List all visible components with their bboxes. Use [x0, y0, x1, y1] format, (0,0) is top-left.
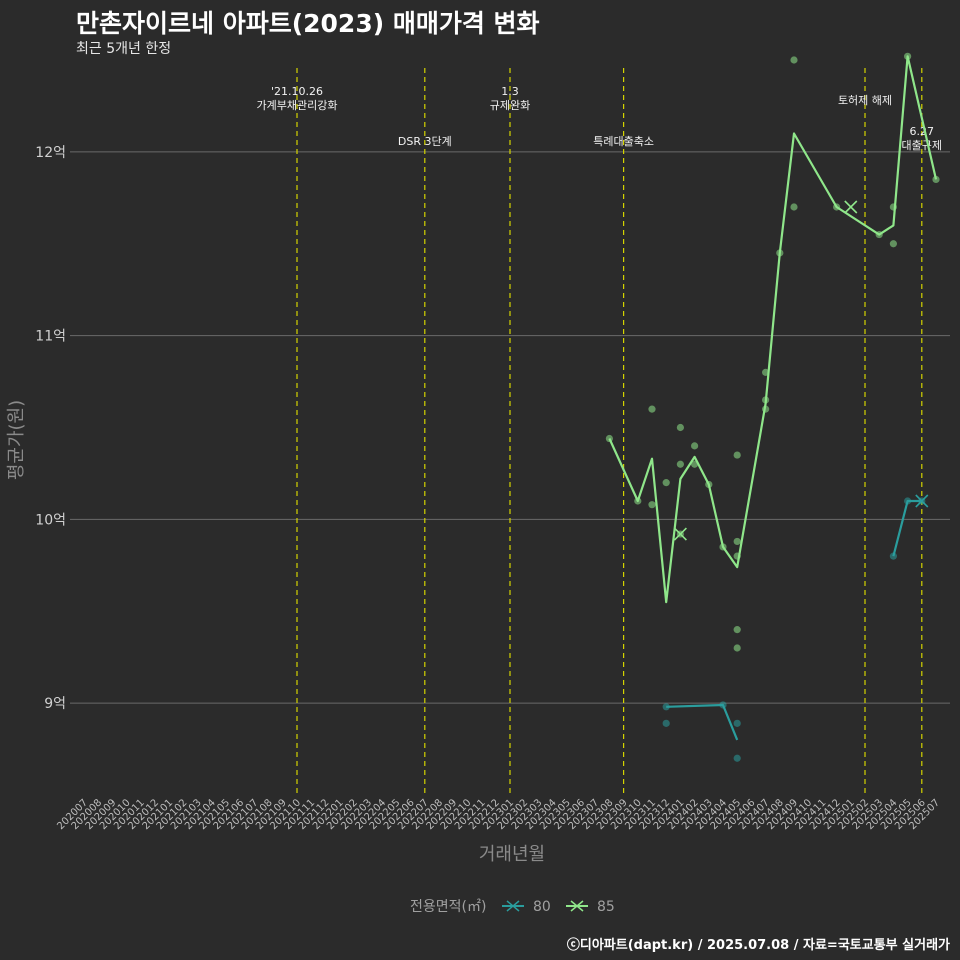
legend-item-85: 85 [566, 899, 615, 915]
data-point [648, 501, 656, 509]
legend-cross-80 [506, 900, 520, 912]
data-point [889, 240, 898, 248]
data-point [733, 644, 741, 652]
source-caption: ⓒ디아파트(dapt.kr) / 2025.07.08 / 자료=국토교통부 실… [566, 938, 950, 953]
y-tick-label: 10억 [35, 512, 66, 528]
data-point [676, 423, 685, 432]
data-point [889, 552, 898, 560]
data-point [691, 442, 699, 450]
event-label: 토허제 해제 [838, 93, 892, 107]
cross-marker [844, 200, 858, 214]
data-point [932, 175, 940, 184]
data-point [676, 460, 685, 468]
event-label: DSR 3단계 [398, 135, 452, 148]
data-point [790, 56, 798, 64]
event-label: 6.27 [910, 125, 935, 138]
data-point [733, 719, 741, 727]
legend-title: 전용면적(㎡) [410, 899, 486, 915]
event-label: 1.3 [501, 85, 519, 98]
data-point [733, 754, 741, 762]
event-label: 규제완화 [490, 99, 530, 112]
x-axis-title: 거래년월 [479, 844, 545, 865]
y-tick-label: 12억 [35, 145, 66, 161]
data-point [662, 719, 670, 727]
series-line [666, 703, 739, 741]
data-point [733, 626, 741, 634]
legend-item-80: 80 [502, 899, 551, 915]
y-axis-ticks: 9억 10억 11억 12억 [35, 145, 66, 712]
event-label: 특례대출축소 [593, 135, 654, 148]
data-point [790, 203, 798, 211]
cross-marker [915, 494, 929, 508]
y-tick-label: 11억 [35, 329, 66, 345]
legend-label-80: 80 [533, 899, 551, 915]
series-line [892, 499, 922, 557]
data-point [733, 537, 741, 546]
event-label: '21.10.26 [271, 85, 323, 98]
legend-label-85: 85 [597, 899, 615, 915]
series-80 [662, 494, 929, 762]
cross-marker [673, 527, 687, 541]
legend: 전용면적(㎡) 80 85 [410, 899, 615, 915]
data-point [733, 451, 741, 459]
y-tick-label: 9억 [44, 696, 66, 712]
data-point [648, 405, 656, 413]
y-axis-title: 평균가(원) [6, 400, 27, 480]
data-point [662, 479, 670, 487]
event-label: 대출규제 [902, 139, 942, 152]
series-layer [605, 52, 940, 762]
chart-title: 만촌자이르네 아파트(2023) 매매가격 변화 [76, 9, 540, 38]
legend-cross-85 [570, 900, 584, 912]
x-axis-ticks: 2020072020082020092020102020112020122021… [55, 797, 942, 832]
series-85 [605, 52, 940, 652]
chart-subtitle: 최근 5개년 한정 [76, 41, 172, 57]
series-line [608, 55, 938, 604]
event-label: 가계부채관리강화 [257, 99, 338, 112]
